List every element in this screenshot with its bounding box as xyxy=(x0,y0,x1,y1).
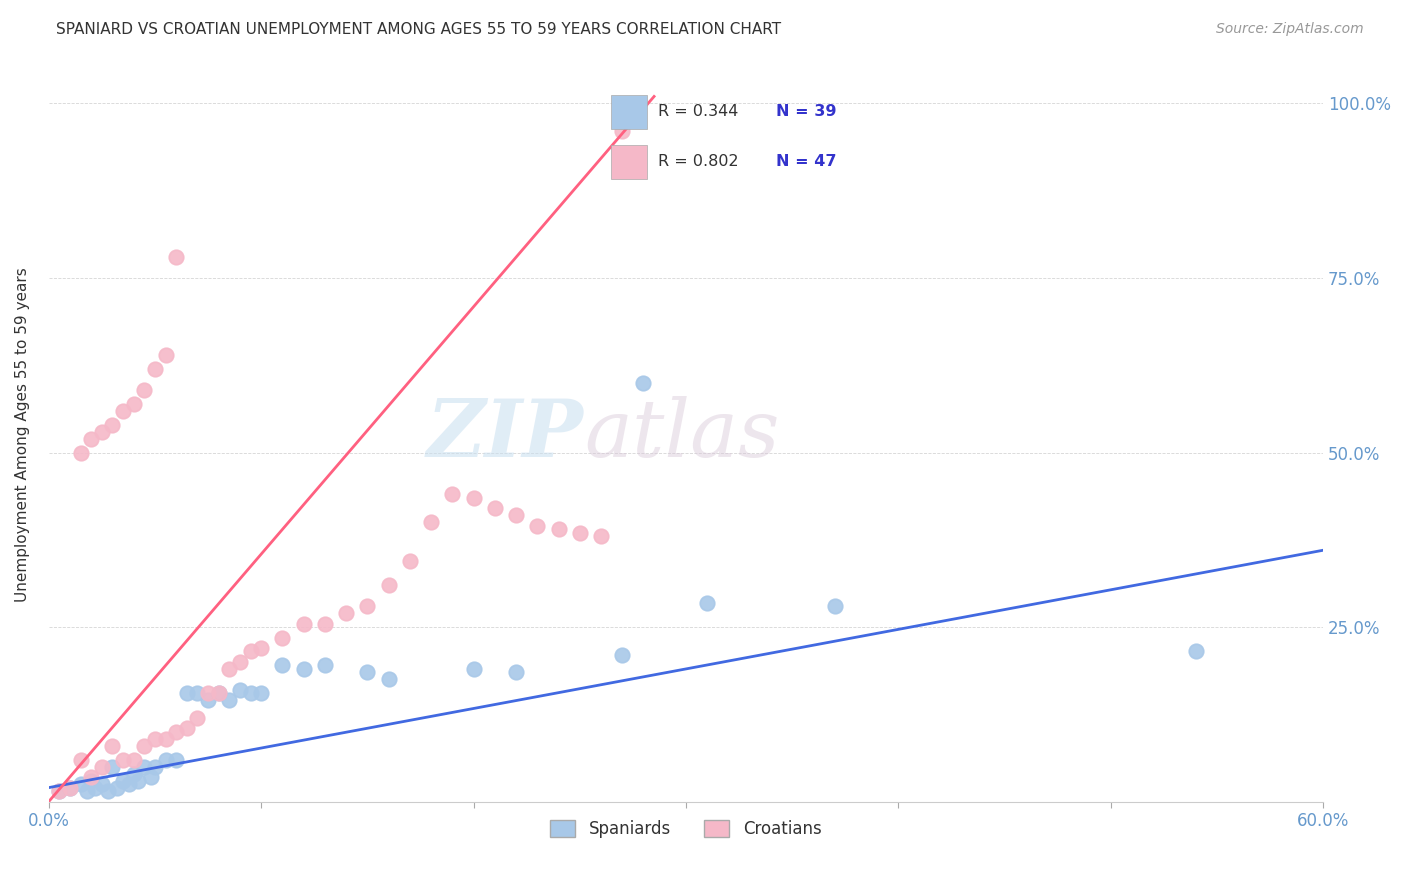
Point xyxy=(356,665,378,680)
Point xyxy=(176,686,198,700)
Point xyxy=(229,655,252,669)
Point xyxy=(505,508,527,523)
Point xyxy=(165,724,187,739)
Point xyxy=(547,522,569,536)
Point xyxy=(197,693,219,707)
Point xyxy=(134,383,156,397)
Point xyxy=(127,773,149,788)
Point xyxy=(105,780,128,795)
Point xyxy=(484,501,506,516)
Point xyxy=(143,759,166,773)
Point xyxy=(48,784,70,798)
Point xyxy=(271,631,294,645)
Point xyxy=(118,777,141,791)
Point xyxy=(165,753,187,767)
Point xyxy=(139,770,162,784)
Point xyxy=(377,673,399,687)
Point xyxy=(122,766,145,780)
Point xyxy=(292,662,315,676)
Point xyxy=(463,662,485,676)
Point xyxy=(377,578,399,592)
Point xyxy=(271,658,294,673)
Point xyxy=(314,658,336,673)
Point xyxy=(122,397,145,411)
Point xyxy=(48,784,70,798)
Point xyxy=(612,124,634,138)
Point xyxy=(250,686,273,700)
Point xyxy=(69,777,91,791)
Point xyxy=(420,516,443,530)
Point xyxy=(218,662,240,676)
Point xyxy=(101,739,124,753)
Point xyxy=(112,403,135,417)
Point xyxy=(441,487,464,501)
Legend: Spaniards, Croatians: Spaniards, Croatians xyxy=(544,813,828,845)
Point xyxy=(90,759,112,773)
Point xyxy=(218,693,240,707)
Point xyxy=(568,525,591,540)
Point xyxy=(90,425,112,439)
Point xyxy=(356,599,378,613)
Point xyxy=(112,773,135,788)
Point xyxy=(208,686,231,700)
Point xyxy=(165,250,187,264)
Text: atlas: atlas xyxy=(583,396,779,474)
Text: Source: ZipAtlas.com: Source: ZipAtlas.com xyxy=(1216,22,1364,37)
Point xyxy=(186,686,208,700)
Point xyxy=(292,616,315,631)
Point xyxy=(824,599,846,613)
Point xyxy=(463,491,485,505)
Point xyxy=(314,616,336,631)
Point xyxy=(80,770,103,784)
Point xyxy=(239,644,262,658)
Point xyxy=(696,596,718,610)
Point xyxy=(155,348,177,362)
Point xyxy=(1184,644,1206,658)
Point xyxy=(143,731,166,746)
Point xyxy=(612,648,634,662)
Point xyxy=(633,376,655,390)
Point xyxy=(101,759,124,773)
Text: ZIP: ZIP xyxy=(427,396,583,474)
Y-axis label: Unemployment Among Ages 55 to 59 years: Unemployment Among Ages 55 to 59 years xyxy=(15,268,30,602)
Point xyxy=(134,739,156,753)
Point xyxy=(69,753,91,767)
Point xyxy=(589,529,612,543)
Point xyxy=(101,417,124,432)
Point xyxy=(59,780,82,795)
Point xyxy=(398,554,420,568)
Point xyxy=(250,640,273,655)
Point xyxy=(90,777,112,791)
Point xyxy=(76,784,98,798)
Point xyxy=(59,780,82,795)
Point xyxy=(97,784,120,798)
Point xyxy=(122,753,145,767)
Point xyxy=(526,518,548,533)
Point xyxy=(155,731,177,746)
Point xyxy=(239,686,262,700)
Point xyxy=(208,686,231,700)
Point xyxy=(80,773,103,788)
Point xyxy=(176,721,198,735)
Point xyxy=(80,432,103,446)
Point xyxy=(112,753,135,767)
Point xyxy=(505,665,527,680)
Point xyxy=(197,686,219,700)
Text: SPANIARD VS CROATIAN UNEMPLOYMENT AMONG AGES 55 TO 59 YEARS CORRELATION CHART: SPANIARD VS CROATIAN UNEMPLOYMENT AMONG … xyxy=(56,22,782,37)
Point xyxy=(335,606,357,620)
Point xyxy=(143,361,166,376)
Point xyxy=(155,753,177,767)
Point xyxy=(69,445,91,459)
Point xyxy=(134,759,156,773)
Point xyxy=(84,780,107,795)
Point xyxy=(186,711,208,725)
Point xyxy=(229,682,252,697)
